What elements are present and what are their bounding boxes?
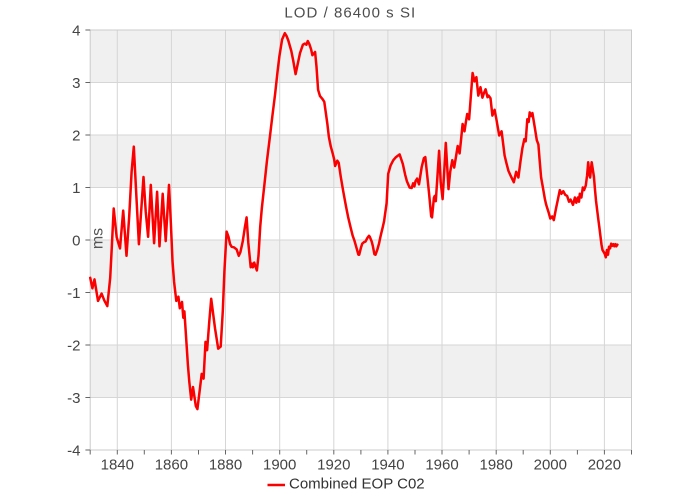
svg-text:0: 0 (72, 232, 80, 249)
svg-text:4: 4 (72, 22, 80, 39)
svg-text:ms: ms (89, 228, 106, 249)
svg-text:2000: 2000 (534, 457, 567, 474)
svg-text:-3: -3 (67, 390, 80, 407)
svg-text:1940: 1940 (371, 457, 404, 474)
svg-text:2: 2 (72, 127, 80, 144)
svg-text:3: 3 (72, 75, 80, 92)
svg-text:-1: -1 (67, 285, 80, 302)
svg-text:1880: 1880 (209, 457, 242, 474)
svg-text:1960: 1960 (425, 457, 458, 474)
svg-text:1840: 1840 (101, 457, 134, 474)
svg-text:2020: 2020 (588, 457, 621, 474)
svg-text:-2: -2 (67, 337, 80, 354)
svg-text:1920: 1920 (317, 457, 350, 474)
svg-text:1860: 1860 (155, 457, 188, 474)
svg-text:Combined EOP C02: Combined EOP C02 (289, 476, 425, 493)
svg-text:-4: -4 (67, 442, 80, 459)
svg-text:1: 1 (72, 180, 80, 197)
svg-text:1980: 1980 (480, 457, 513, 474)
svg-text:LOD / 86400 s SI: LOD / 86400 s SI (284, 5, 416, 22)
svg-text:1900: 1900 (263, 457, 296, 474)
